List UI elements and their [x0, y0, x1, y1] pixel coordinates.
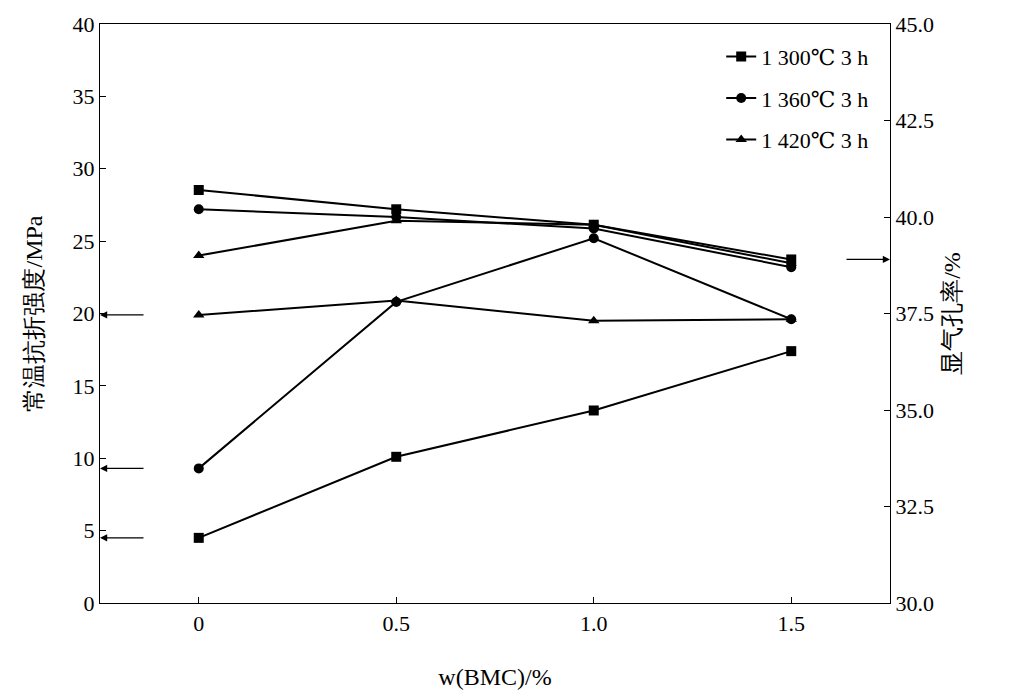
svg-text:30.0: 30.0 — [896, 591, 935, 616]
svg-text:10: 10 — [73, 446, 95, 471]
svg-text:1.5: 1.5 — [778, 611, 806, 636]
svg-text:0: 0 — [193, 611, 204, 636]
svg-text:1.0: 1.0 — [580, 611, 608, 636]
svg-text:20: 20 — [73, 301, 95, 326]
svg-text:1 360℃ 3 h: 1 360℃ 3 h — [761, 87, 868, 112]
svg-text:35.0: 35.0 — [896, 398, 935, 423]
svg-text:w(BMC)/%: w(BMC)/% — [438, 664, 551, 690]
svg-text:45.0: 45.0 — [896, 12, 935, 37]
svg-text:显气孔率/%: 显气孔率/% — [939, 252, 965, 375]
svg-text:40.0: 40.0 — [896, 205, 935, 230]
svg-text:35: 35 — [73, 84, 95, 109]
svg-text:42.5: 42.5 — [896, 108, 935, 133]
svg-text:0.5: 0.5 — [383, 611, 411, 636]
svg-text:1 300℃ 3 h: 1 300℃ 3 h — [761, 45, 868, 70]
svg-text:15: 15 — [73, 374, 95, 399]
svg-text:25: 25 — [73, 229, 95, 254]
svg-text:37.5: 37.5 — [896, 301, 935, 326]
svg-text:40: 40 — [73, 12, 95, 37]
svg-text:常温抗折强度/MPa: 常温抗折强度/MPa — [21, 215, 47, 411]
svg-text:1 420℃ 3 h: 1 420℃ 3 h — [761, 128, 868, 153]
svg-text:32.5: 32.5 — [896, 494, 935, 519]
svg-text:0: 0 — [84, 591, 95, 616]
svg-text:5: 5 — [84, 518, 95, 543]
svg-text:30: 30 — [73, 156, 95, 181]
